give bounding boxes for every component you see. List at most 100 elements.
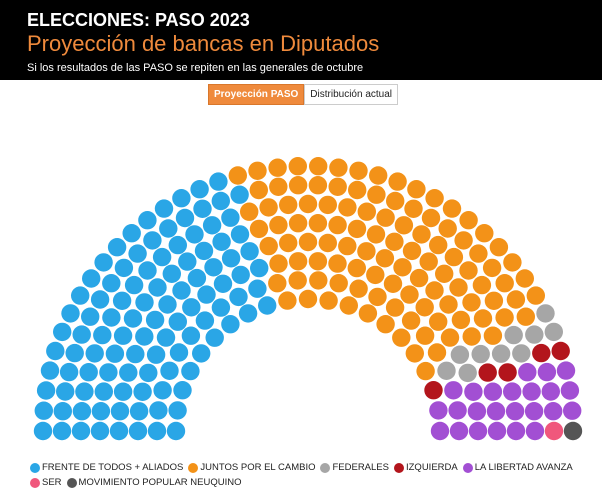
- seat-dot: [483, 326, 503, 345]
- seat-dot: [119, 363, 138, 382]
- seat-dot: [442, 199, 462, 218]
- seat-dot: [308, 252, 328, 271]
- seat-dot: [160, 361, 179, 380]
- seat-dot: [329, 274, 348, 293]
- seat-dot: [288, 271, 307, 290]
- seat-dot: [145, 310, 165, 330]
- seat-dot: [126, 344, 145, 364]
- seat-dot: [52, 421, 72, 441]
- seat-dot: [522, 382, 541, 401]
- seat-dot: [162, 264, 181, 283]
- header: ELECCIONES: PASO 2023 Proyección de banc…: [0, 0, 602, 80]
- seat-dot: [541, 382, 560, 401]
- seat-dot: [279, 195, 298, 215]
- seat-dot: [308, 176, 328, 195]
- seat-dot: [309, 157, 328, 176]
- seat-dot: [347, 219, 367, 239]
- seat-dot: [238, 304, 258, 323]
- seat-dot: [506, 290, 526, 309]
- seat-dot: [259, 236, 278, 256]
- seat-dot: [114, 258, 134, 278]
- seat-dot: [187, 268, 207, 288]
- seat-dot: [269, 177, 288, 196]
- seat-dot: [55, 382, 75, 401]
- seat-dot: [385, 298, 405, 317]
- seat-dot: [425, 281, 444, 300]
- legend-label: MOVIMIENTO POPULAR NEUQUINO: [78, 477, 242, 488]
- seat-dot: [421, 208, 441, 228]
- legend-item: FEDERALES: [320, 462, 389, 473]
- seat-dot: [53, 402, 72, 421]
- seat-dot: [128, 244, 147, 263]
- seat-dot: [148, 278, 167, 297]
- seat-dot: [138, 261, 157, 280]
- seat-dot: [524, 402, 544, 421]
- seat-dot: [532, 343, 551, 363]
- seat-dot: [156, 328, 176, 347]
- legend-item: JUNTOS POR EL CAMBIO: [188, 462, 315, 473]
- tab-distribucion-actual[interactable]: Distribución actual: [304, 84, 399, 105]
- seat-dot: [168, 235, 187, 255]
- seat-dot: [143, 231, 162, 250]
- seat-dot: [338, 236, 357, 256]
- tab-proyeccion-paso[interactable]: Proyección PASO: [208, 84, 305, 105]
- seat-dot: [400, 285, 419, 304]
- seat-dot: [503, 382, 522, 401]
- seat-dot: [551, 341, 570, 361]
- seat-dot: [194, 241, 214, 261]
- seat-dot: [169, 343, 189, 362]
- seat-dot: [349, 161, 368, 180]
- seat-dot: [392, 328, 411, 347]
- seat-dot: [560, 381, 580, 400]
- seat-dot: [427, 343, 447, 362]
- seat-dot: [181, 326, 201, 345]
- seat-dot: [429, 401, 448, 420]
- seat-dot: [504, 325, 523, 345]
- seat-dot: [454, 231, 473, 250]
- seat-dot: [424, 381, 443, 400]
- seat-dot: [484, 291, 504, 310]
- seat-dot: [440, 328, 460, 347]
- seat-dot: [383, 274, 403, 293]
- seat-dot: [339, 296, 358, 315]
- seat-dot: [147, 421, 167, 441]
- seat-dot: [444, 381, 463, 400]
- seat-dot: [53, 322, 72, 342]
- view-tabs: Proyección PASO Distribución actual: [208, 84, 399, 105]
- seat-dot: [366, 265, 385, 285]
- seat-dot: [429, 312, 448, 331]
- seat-dot: [81, 307, 100, 326]
- seat-dot: [491, 344, 511, 363]
- seat-dot: [109, 421, 129, 441]
- seat-dot: [349, 279, 368, 298]
- seat-dot: [268, 274, 287, 293]
- seat-dot: [112, 291, 132, 310]
- seat-dot: [459, 211, 478, 230]
- seat-dot: [71, 286, 90, 305]
- legend-item: SER: [30, 477, 62, 488]
- seat-dot: [318, 195, 337, 215]
- seat-dot: [90, 421, 110, 441]
- seat-dot: [85, 344, 104, 363]
- seat-dot: [249, 219, 269, 239]
- seat-dot: [489, 238, 509, 257]
- seat-dot: [122, 224, 141, 243]
- seat-dot: [328, 254, 347, 273]
- seat-dot: [525, 325, 544, 344]
- seat-dot: [444, 247, 464, 267]
- seat-dot: [168, 312, 187, 331]
- seat-dot: [59, 362, 79, 382]
- legend-item: LA LIBERTAD AVANZA: [462, 462, 573, 473]
- seat-dot: [278, 291, 297, 310]
- seat-dot: [288, 214, 308, 233]
- seat-dot: [113, 326, 133, 345]
- seat-dot: [348, 180, 367, 200]
- seat-dot: [135, 327, 154, 346]
- seat-dot: [358, 304, 378, 323]
- legend-item: IZQUIERDA: [393, 462, 458, 473]
- seat-dot: [405, 344, 424, 363]
- seat-dot: [495, 274, 514, 293]
- seat-dot: [250, 258, 269, 278]
- seat-dot: [416, 361, 435, 381]
- seat-dot: [407, 180, 426, 199]
